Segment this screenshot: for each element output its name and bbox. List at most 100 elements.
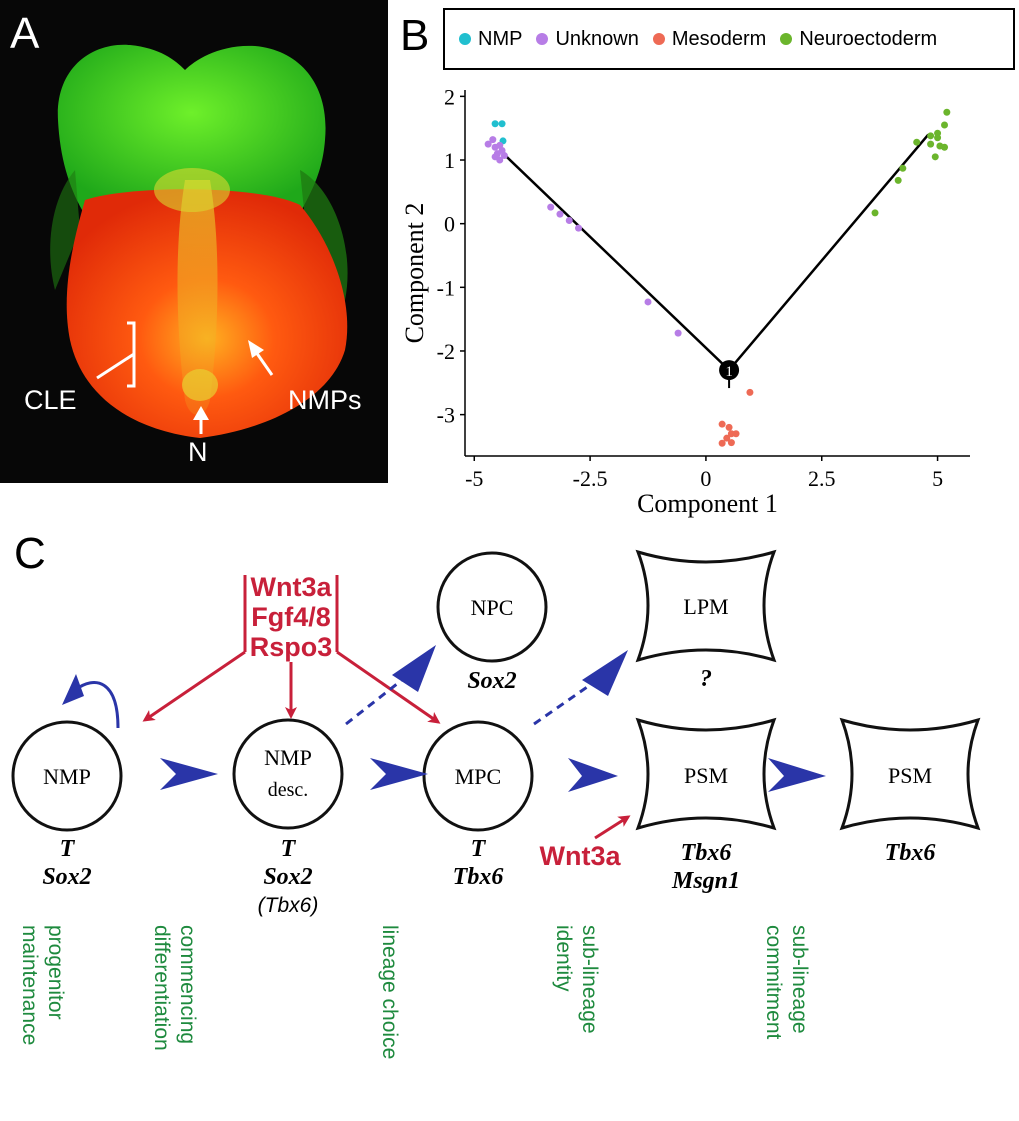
trajectory-line <box>505 133 930 372</box>
legend-item-neuroectoderm: Neuroectoderm <box>780 28 937 51</box>
point-unknown <box>644 298 652 306</box>
gene-mpc-tbx6: Tbx6 <box>453 864 504 890</box>
gene-psm2-tbx6: Tbx6 <box>885 840 936 866</box>
legend-label: Unknown <box>555 27 639 50</box>
stage-lineage-choice: lineage choice <box>378 925 401 1060</box>
gene-nmpdesc-tbx6: (Tbx6) <box>258 894 319 917</box>
lineage-diagram: Wnt3a Fgf4/8 Rspo3 NMP NMP desc. MPC NPC… <box>0 520 1019 1116</box>
wnt3a-arrow-to-psm <box>594 815 631 840</box>
y-tick-label: -2 <box>437 339 455 364</box>
node-mpc-label: MPC <box>455 764 501 789</box>
node-npc <box>436 551 548 663</box>
gene-npc-sox2: Sox2 <box>467 668 516 694</box>
gene-nmpdesc-t: T <box>281 836 297 862</box>
point-neuroectoderm <box>931 153 939 161</box>
y-tick-label: -1 <box>437 275 455 300</box>
cle-label: CLE <box>24 385 77 415</box>
psm-signal-wnt3a: Wnt3a <box>540 841 622 871</box>
gene-nmp-sox2: Sox2 <box>42 864 91 890</box>
dashed-arrowhead-lpm <box>582 650 628 696</box>
node-psm-1-label: PSM <box>684 763 728 788</box>
legend-swatch <box>459 33 471 45</box>
point-mesoderm <box>727 439 735 447</box>
point-nmp <box>498 120 506 128</box>
stage-sub-lineage-identity: sub-lineage identity <box>552 925 601 1034</box>
x-tick-label: 0 <box>700 466 711 491</box>
legend-swatch <box>536 33 549 45</box>
point-unknown <box>500 152 508 160</box>
node-lpm-label: LPM <box>683 594 728 619</box>
node-nmp-label: NMP <box>43 764 91 789</box>
point-unknown <box>575 224 583 232</box>
embryo-fluorescence-image <box>50 44 348 438</box>
y-axis-title: Component 2 <box>400 203 429 344</box>
point-unknown <box>556 210 564 218</box>
x-axis-title: Component 1 <box>637 489 778 518</box>
point-unknown <box>547 203 555 211</box>
cle-pointer-line <box>96 352 135 380</box>
dashed-arrow-to-lpm <box>533 683 591 726</box>
signal-bracket <box>243 575 339 652</box>
panel-letter-c: C <box>14 529 46 578</box>
point-nmp <box>491 120 499 128</box>
stage-commencing-differentiation: commencing differentiation <box>150 925 199 1051</box>
dashed-arrowhead-npc <box>392 645 436 692</box>
node-nmp <box>11 720 123 832</box>
point-neuroectoderm <box>913 138 921 146</box>
y-tick-label: -3 <box>437 403 455 428</box>
legend-label: Neuroectoderm <box>799 27 938 50</box>
x-tick-label: -2.5 <box>573 466 608 491</box>
gene-psm1-tbx6: Tbx6 <box>681 840 732 866</box>
node-psm-2-label: PSM <box>888 763 932 788</box>
point-neuroectoderm <box>927 140 935 148</box>
point-unknown <box>484 140 492 148</box>
progression-arrow-2 <box>370 758 428 790</box>
panel-letter-a: A <box>10 9 40 58</box>
point-neuroectoderm <box>894 176 902 184</box>
n-arrowhead <box>193 406 209 420</box>
n-label: N <box>188 437 208 467</box>
point-neuroectoderm <box>941 143 949 151</box>
point-mesoderm <box>746 388 754 396</box>
signal-arrow-to-mpc <box>336 650 441 724</box>
branch-point-marker <box>719 360 740 381</box>
progression-arrow-1 <box>160 758 218 790</box>
chart-legend: NMP Unknown Mesoderm Neuroectoderm <box>443 8 1015 70</box>
point-mesoderm <box>723 434 731 442</box>
legend-swatch <box>780 33 793 45</box>
stage-sub-lineage-commitment: sub-lineage commitment <box>762 925 811 1040</box>
point-neuroectoderm <box>899 164 907 172</box>
stage-progenitor-maintenance: progenitor maintenance <box>18 925 67 1046</box>
y-tick-label: 1 <box>444 148 455 173</box>
signal-fgf48: Fgf4/8 <box>251 602 331 632</box>
point-unknown <box>565 216 573 224</box>
node-nmp-desc-label-1: NMP <box>264 745 312 770</box>
node-npc-label: NPC <box>471 595 514 620</box>
point-neuroectoderm <box>941 121 949 129</box>
embryo-image-panel: A CLE NMPs N <box>0 0 388 483</box>
legend-item-nmp: NMP <box>459 28 522 51</box>
x-tick-label: -5 <box>465 466 483 491</box>
node-nmp-desc-label-2: desc. <box>268 779 309 801</box>
node-nmp-desc <box>232 718 344 830</box>
branch-point-label: 1 <box>725 364 733 380</box>
nmps-label: NMPs <box>288 385 362 415</box>
panel-letter-b: B <box>400 11 430 60</box>
signal-wnt3a: Wnt3a <box>251 572 333 602</box>
point-mesoderm <box>725 423 733 431</box>
x-tick-label: 2.5 <box>808 466 836 491</box>
point-unknown <box>496 156 504 164</box>
nmps-arrowhead <box>248 340 264 358</box>
point-neuroectoderm <box>927 132 935 140</box>
trajectory-scatter-plot: 2 1 0 -1 -2 -3 -5 -2.5 0 2.5 5 Component 1 Component… <box>400 84 970 518</box>
point-neuroectoderm <box>934 134 942 142</box>
point-unknown <box>489 136 497 144</box>
signal-arrow-to-nmp <box>142 650 246 722</box>
legend-item-unknown: Unknown <box>536 27 639 51</box>
self-renewal-arc <box>74 681 120 729</box>
y-tick-label: 0 <box>444 212 455 237</box>
lineage-diagram-svg: Wnt3a Fgf4/8 Rspo3 NMP NMP desc. MPC NPC… <box>11 549 981 917</box>
legend-label: NMP <box>478 27 523 50</box>
legend-item-mesoderm: Mesoderm <box>652 28 766 51</box>
progression-arrow-3 <box>568 758 618 792</box>
